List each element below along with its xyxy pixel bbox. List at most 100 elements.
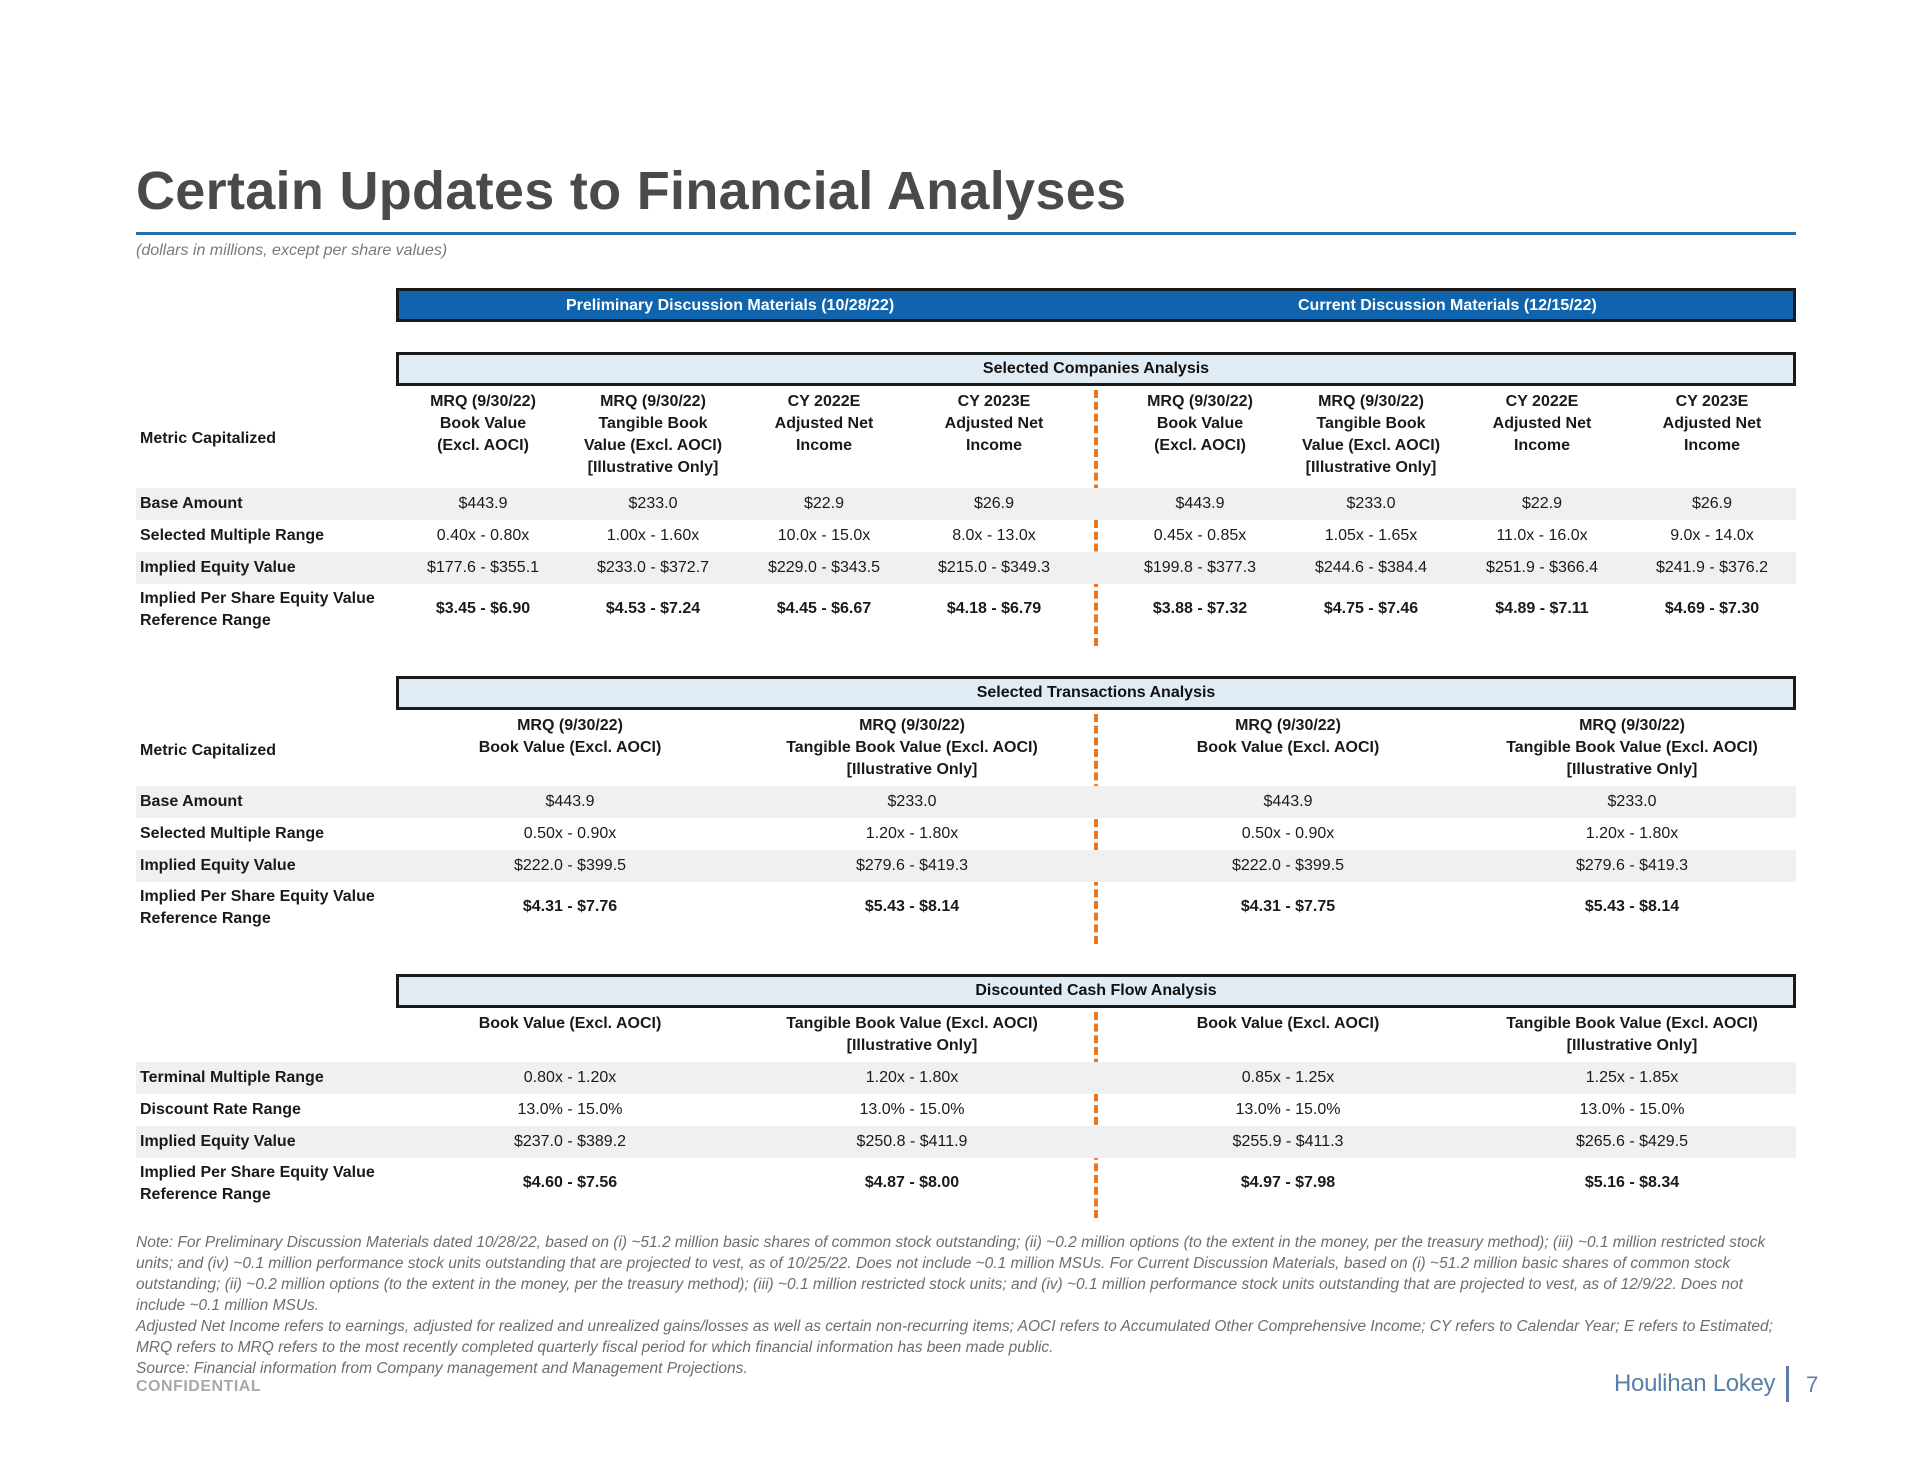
column-header-line: CY 2022E	[787, 393, 861, 410]
table-row: Implied Per Share Equity Value Reference …	[136, 586, 1796, 636]
table-cell: 1.20x - 1.80x	[865, 825, 959, 842]
column-header-line: Book Value	[1156, 415, 1244, 432]
row-label: Terminal Multiple Range	[140, 1067, 324, 1089]
row-label-line: Base Amount	[140, 793, 243, 810]
column-header-line: CY 2023E	[957, 393, 1031, 410]
row-label-line: Base Amount	[140, 495, 243, 512]
column-header-line: Income	[965, 437, 1022, 454]
table-cell: $4.31 - $7.76	[522, 898, 618, 915]
table-cell: $4.75 - $7.46	[1323, 600, 1419, 617]
row-label: Selected Multiple Range	[140, 823, 324, 845]
metric-capitalized-label: Metric Capitalized	[140, 742, 277, 759]
column-header-line: Tangible Book Value (Excl. AOCI)	[1506, 739, 1758, 756]
table-cell: $443.9	[545, 793, 595, 810]
column-header-line: Adjusted Net	[774, 415, 874, 432]
table-cell: 0.80x - 1.20x	[523, 1069, 617, 1086]
transactions-section-header: Selected Transactions Analysis	[396, 676, 1796, 710]
table-cell: $4.87 - $8.00	[864, 1174, 960, 1191]
column-header: CY 2023E Adjusted Net Income	[1627, 391, 1797, 457]
row-label-line: Implied Equity Value	[140, 857, 296, 874]
metric-capitalized-label: Metric Capitalized	[140, 430, 277, 447]
footnote-note: Note: For Preliminary Discussion Materia…	[136, 1234, 1766, 1314]
table-row: Terminal Multiple Range 0.80x - 1.20x 1.20…	[136, 1062, 1796, 1094]
column-header-line: Tangible Book Value (Excl. AOCI)	[1506, 1015, 1758, 1032]
table-cell: $4.53 - $7.24	[605, 600, 701, 617]
column-header: Tangible Book Value (Excl. AOCI) [Illustr…	[752, 1013, 1072, 1057]
table-cell: $229.0 - $343.5	[767, 559, 881, 576]
column-header-line: CY 2022E	[1505, 393, 1579, 410]
table-cell: 1.20x - 1.80x	[1585, 825, 1679, 842]
table-cell: $177.6 - $355.1	[426, 559, 540, 576]
column-header-line: [Illustrative Only]	[846, 761, 978, 778]
column-header: MRQ (9/30/22) Book Value (Excl. AOCI)	[1115, 391, 1285, 457]
table-cell: 0.40x - 0.80x	[436, 527, 530, 544]
table-cell: $250.8 - $411.9	[856, 1133, 968, 1150]
column-header-line: Income	[1683, 437, 1740, 454]
table-cell: $5.16 - $8.34	[1584, 1174, 1680, 1191]
column-header-line: Book Value (Excl. AOCI)	[478, 1015, 662, 1032]
table-cell: $26.9	[973, 495, 1015, 512]
row-label: Base Amount	[140, 493, 243, 515]
table-cell: 13.0% - 15.0%	[517, 1101, 623, 1118]
column-header: MRQ (9/30/22) Book Value (Excl. AOCI)	[1128, 715, 1448, 759]
table-cell: $5.43 - $8.14	[864, 898, 960, 915]
table-cell: 0.50x - 0.90x	[523, 825, 617, 842]
dcf-divider	[1094, 1012, 1098, 1218]
row-label: Discount Rate Range	[140, 1099, 301, 1121]
table-cell: $251.9 - $366.4	[1485, 559, 1599, 576]
footnote-source: Source: Financial information from Compa…	[136, 1360, 748, 1377]
table-row: Selected Multiple Range 0.50x - 0.90x 1.20…	[136, 818, 1796, 850]
table-cell: 13.0% - 15.0%	[859, 1101, 965, 1118]
column-header-line: Adjusted Net	[944, 415, 1044, 432]
column-header-line: [Illustrative Only]	[587, 459, 719, 476]
table-cell: $237.0 - $389.2	[513, 1133, 627, 1150]
table-cell: $233.0	[887, 793, 937, 810]
dcf-section-header: Discounted Cash Flow Analysis	[396, 974, 1796, 1008]
column-header-line: MRQ (9/30/22)	[1235, 717, 1341, 734]
table-cell: 0.50x - 0.90x	[1241, 825, 1335, 842]
table-cell: $443.9	[1263, 793, 1313, 810]
table-cell: 13.0% - 15.0%	[1579, 1101, 1685, 1118]
column-header: MRQ (9/30/22) Tangible Book Value (Excl. …	[1472, 715, 1792, 781]
table-cell: $233.0	[1346, 495, 1396, 512]
column-header: MRQ (9/30/22) Tangible Book Value (Excl. …	[752, 715, 1072, 781]
column-header: Book Value (Excl. AOCI)	[1128, 1013, 1448, 1035]
column-header-line: (Excl. AOCI)	[437, 437, 529, 454]
table-row: Base Amount $443.9 $233.0 $22.9 $26.9 $443.9 $…	[136, 488, 1796, 520]
column-header-line: CY 2023E	[1675, 393, 1749, 410]
table-cell: $4.89 - $7.11	[1495, 600, 1589, 617]
table-cell: 0.85x - 1.25x	[1241, 1069, 1335, 1086]
column-header-line: Tangible Book	[1316, 415, 1426, 432]
row-label-line: Implied Per Share Equity Value	[140, 590, 375, 607]
column-header: MRQ (9/30/22) Book Value (Excl. AOCI)	[410, 715, 730, 759]
transactions-divider	[1094, 714, 1098, 944]
column-header-line: MRQ (9/30/22)	[1579, 717, 1685, 734]
row-label: Implied Equity Value	[140, 1131, 296, 1153]
table-row: Implied Equity Value $237.0 - $389.2 $250.…	[136, 1126, 1796, 1158]
row-label-line: Selected Multiple Range	[140, 825, 325, 842]
row-label-line: Implied Per Share Equity Value	[140, 888, 375, 905]
table-cell: 8.0x - 13.0x	[952, 527, 1036, 544]
table-row: Selected Multiple Range 0.40x - 0.80x 1.00…	[136, 520, 1796, 552]
table-cell: $279.6 - $419.3	[1575, 857, 1689, 874]
column-header: Book Value (Excl. AOCI)	[410, 1013, 730, 1035]
row-label: Implied Per Share Equity Value Reference …	[140, 1162, 375, 1206]
table-cell: $222.0 - $399.5	[513, 857, 627, 874]
table-cell: $3.88 - $7.32	[1152, 600, 1248, 617]
row-label: Implied Equity Value	[140, 557, 296, 579]
table-cell: $443.9	[458, 495, 508, 512]
table-cell: $443.9	[1175, 495, 1225, 512]
column-header-line: MRQ (9/30/22)	[430, 393, 536, 410]
column-header: Tangible Book Value (Excl. AOCI) [Illustr…	[1472, 1013, 1792, 1057]
table-cell: $244.6 - $384.4	[1314, 559, 1428, 576]
page-subtitle: (dollars in millions, except per share v…	[136, 242, 448, 259]
page-number: 7	[1806, 1372, 1819, 1397]
column-header-line: MRQ (9/30/22)	[1147, 393, 1253, 410]
table-row: Discount Rate Range 13.0% - 15.0% 13.0% - …	[136, 1094, 1796, 1126]
row-label: Implied Per Share Equity Value Reference …	[140, 886, 375, 930]
table-cell: $4.31 - $7.75	[1240, 898, 1336, 915]
row-label: Implied Per Share Equity Value Reference …	[140, 588, 375, 632]
table-cell: $233.0	[1607, 793, 1657, 810]
banner-preliminary: Preliminary Discussion Materials (10/28/…	[566, 297, 895, 314]
column-header: CY 2022E Adjusted Net Income	[1457, 391, 1627, 457]
